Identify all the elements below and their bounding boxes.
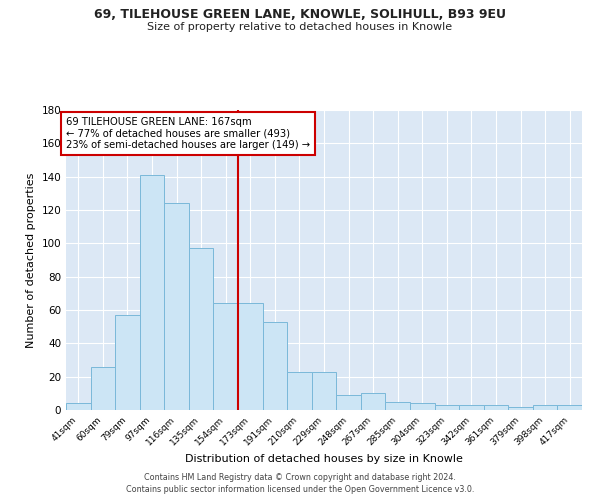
Text: Size of property relative to detached houses in Knowle: Size of property relative to detached ho… — [148, 22, 452, 32]
Bar — [434, 405, 459, 410]
Bar — [164, 204, 189, 410]
Text: Contains public sector information licensed under the Open Government Licence v3: Contains public sector information licen… — [126, 485, 474, 494]
Text: 69 TILEHOUSE GREEN LANE: 167sqm
← 77% of detached houses are smaller (493)
23% o: 69 TILEHOUSE GREEN LANE: 167sqm ← 77% of… — [66, 116, 310, 150]
Text: 69, TILEHOUSE GREEN LANE, KNOWLE, SOLIHULL, B93 9EU: 69, TILEHOUSE GREEN LANE, KNOWLE, SOLIHU… — [94, 8, 506, 20]
Bar — [385, 402, 410, 410]
Bar — [238, 304, 263, 410]
Bar — [214, 304, 238, 410]
Text: Contains HM Land Registry data © Crown copyright and database right 2024.: Contains HM Land Registry data © Crown c… — [144, 472, 456, 482]
Bar — [361, 394, 385, 410]
Bar — [189, 248, 214, 410]
Bar — [459, 405, 484, 410]
Bar — [312, 372, 336, 410]
Bar — [557, 405, 582, 410]
Bar — [287, 372, 312, 410]
Bar — [66, 404, 91, 410]
X-axis label: Distribution of detached houses by size in Knowle: Distribution of detached houses by size … — [185, 454, 463, 464]
Bar — [140, 175, 164, 410]
Bar — [508, 406, 533, 410]
Y-axis label: Number of detached properties: Number of detached properties — [26, 172, 36, 348]
Bar — [484, 405, 508, 410]
Bar — [263, 322, 287, 410]
Bar — [336, 395, 361, 410]
Bar — [410, 404, 434, 410]
Bar — [533, 405, 557, 410]
Bar — [91, 366, 115, 410]
Bar — [115, 315, 140, 410]
